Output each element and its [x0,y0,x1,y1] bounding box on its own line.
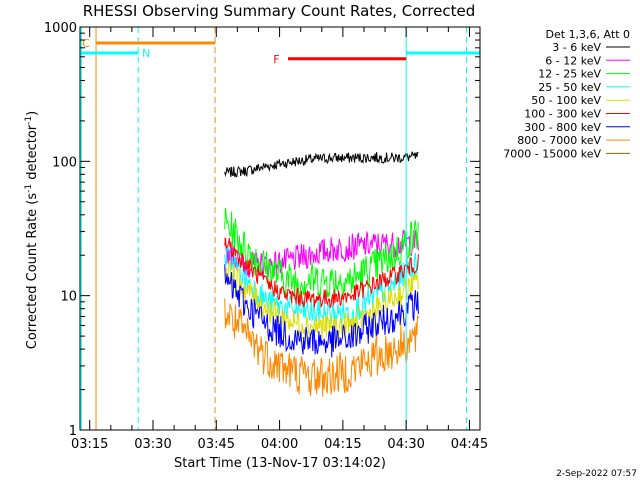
y-tick-label-2: 100 [52,155,77,170]
annotation-layer: N F C [80,27,480,430]
legend-label-3: 25 - 50 keV [538,81,601,94]
axis-ticks: 1 10 100 1000 03:15 03:30 03:45 04:00 04:15 04:30… [44,21,488,452]
x-tick-label-3: 04:00 [261,437,298,452]
date-stamp: 2-Sep-2022 07:57 [556,469,637,479]
plot-layer [224,151,419,397]
x-tick-label-5: 04:30 [387,437,424,452]
y-axis-label-sup2: -1 [24,116,34,125]
series-line-6 [224,264,419,358]
legend-header: Det 1,3,6, Att 0 [546,28,630,41]
series-line-0 [224,151,419,178]
legend-label-0: 3 - 6 keV [552,41,601,54]
chart-title: RHESSI Observing Summary Count Rates, Co… [83,2,476,20]
x-tick-label-0: 03:15 [71,437,108,452]
y-axis-label-main: Corrected Count Rate (s [25,193,40,350]
legend-label-6: 300 - 800 keV [524,121,601,134]
saa-marker-label: C [82,37,90,50]
legend-label-8: 7000 - 15000 keV [503,147,601,160]
x-tick-label-6: 04:45 [451,437,488,452]
legend-label-2: 12 - 25 keV [538,68,601,81]
y-axis-label-mid: detector [25,124,40,184]
y-tick-label-3: 1000 [44,21,77,36]
legend-label-4: 50 - 100 keV [531,94,601,107]
x-tick-label-1: 03:30 [134,437,171,452]
y-axis-label: Corrected Count Rate (s-1 detector-1) [24,111,40,349]
series-line-4 [224,260,419,341]
legend-label-7: 800 - 7000 keV [517,134,601,147]
y-axis-label-sup1: -1 [24,184,34,193]
night-marker-label: N [142,47,150,60]
y-tick-label-1: 10 [60,290,77,305]
x-tick-label-4: 04:15 [324,437,361,452]
series-line-2 [224,207,419,300]
y-axis-label-end: ) [25,111,40,116]
series-line-1 [224,228,419,278]
y-tick-label-0: 1 [69,424,77,439]
flare-marker-label: F [273,53,279,66]
x-tick-label-2: 03:45 [198,437,235,452]
legend-label-1: 6 - 12 keV [545,54,601,67]
series-line-7 [224,298,419,397]
legend-label-5: 100 - 300 keV [524,108,601,121]
series-line-5 [224,237,419,309]
x-axis-label: Start Time (13-Nov-17 03:14:02) [174,456,386,471]
